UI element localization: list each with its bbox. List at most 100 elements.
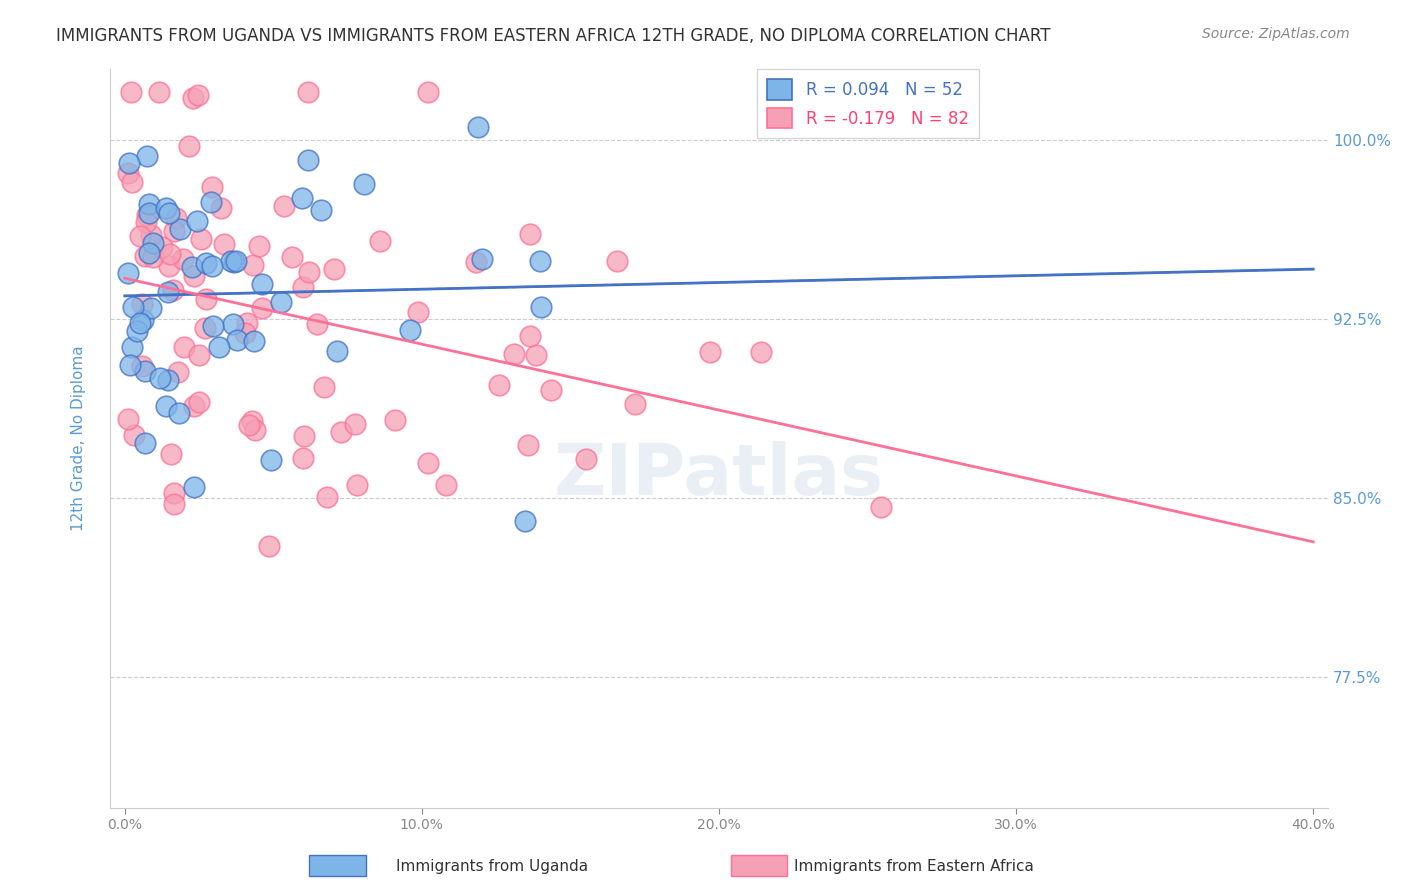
Point [129,317,152,331]
Point [524,348,547,362]
Point [209,201,232,215]
Point [121,175,143,189]
Point [162,283,184,297]
Point [159,259,181,273]
Point [135,215,157,229]
Point [136,149,159,163]
Point [117,266,139,280]
Point [297,86,319,100]
Point [281,250,304,264]
Point [186,214,208,228]
Point [169,222,191,236]
Point [156,373,179,387]
Point [138,206,160,220]
Point [122,428,145,442]
Point [221,253,243,268]
Point [190,232,212,246]
Point [134,249,156,263]
Point [120,86,142,100]
Point [159,447,181,461]
FancyBboxPatch shape [309,855,366,876]
Point [212,237,235,252]
Point [312,380,335,394]
Point [163,497,186,511]
Point [155,399,177,413]
Text: Source: ZipAtlas.com: Source: ZipAtlas.com [1202,27,1350,41]
Point [155,201,177,215]
Point [416,86,439,100]
Point [346,478,368,492]
Point [370,235,392,249]
Point [270,295,292,310]
Point [195,292,218,306]
Point [247,238,270,252]
Legend: R = 0.094   N = 52, R = -0.179   N = 82: R = 0.094 N = 52, R = -0.179 N = 82 [758,70,979,138]
Point [165,211,187,226]
Point [167,365,190,379]
Point [131,359,153,373]
Point [202,319,225,334]
Point [138,197,160,211]
Point [273,199,295,213]
Text: Immigrants from Eastern Africa: Immigrants from Eastern Africa [794,859,1033,874]
Point [250,277,273,291]
Point [488,378,510,392]
FancyBboxPatch shape [731,855,787,876]
Point [250,301,273,316]
Point [517,438,540,452]
Point [243,423,266,437]
Point [330,425,353,440]
Text: IMMIGRANTS FROM UGANDA VS IMMIGRANTS FROM EASTERN AFRICA 12TH GRADE, NO DIPLOMA : IMMIGRANTS FROM UGANDA VS IMMIGRANTS FRO… [56,27,1050,45]
Point [233,326,256,340]
Point [624,397,647,411]
Point [408,305,430,319]
Point [183,480,205,494]
Point [121,340,143,354]
Point [434,477,457,491]
Point [188,348,211,362]
Point [173,340,195,354]
Point [238,418,260,433]
Point [121,300,143,314]
Point [134,363,156,377]
Point [142,236,165,251]
Point [226,333,249,347]
Point [120,358,142,372]
Point [240,414,263,428]
Point [519,329,541,343]
Point [530,300,553,314]
Point [222,317,245,331]
Point [183,268,205,283]
Point [519,227,541,241]
Point [315,490,337,504]
Point [183,399,205,413]
Point [471,252,494,266]
Point [467,120,489,134]
Point [157,206,180,220]
Point [870,500,893,514]
Point [148,86,170,100]
Text: ZIPatlas: ZIPatlas [554,441,884,509]
Point [298,265,321,279]
Point [465,255,488,269]
Point [515,514,537,528]
Point [292,279,315,293]
Point [529,254,551,268]
Point [129,229,152,244]
Point [260,452,283,467]
Point [305,317,328,331]
Point [575,452,598,467]
Point [257,540,280,554]
Point [136,208,159,222]
Point [309,202,332,217]
Point [131,297,153,311]
Point [297,153,319,168]
Point [201,179,224,194]
Point [117,166,139,180]
Point [384,413,406,427]
Point [699,345,721,359]
Point [292,428,315,442]
Point [187,395,209,409]
Point [134,435,156,450]
Point [117,412,139,426]
